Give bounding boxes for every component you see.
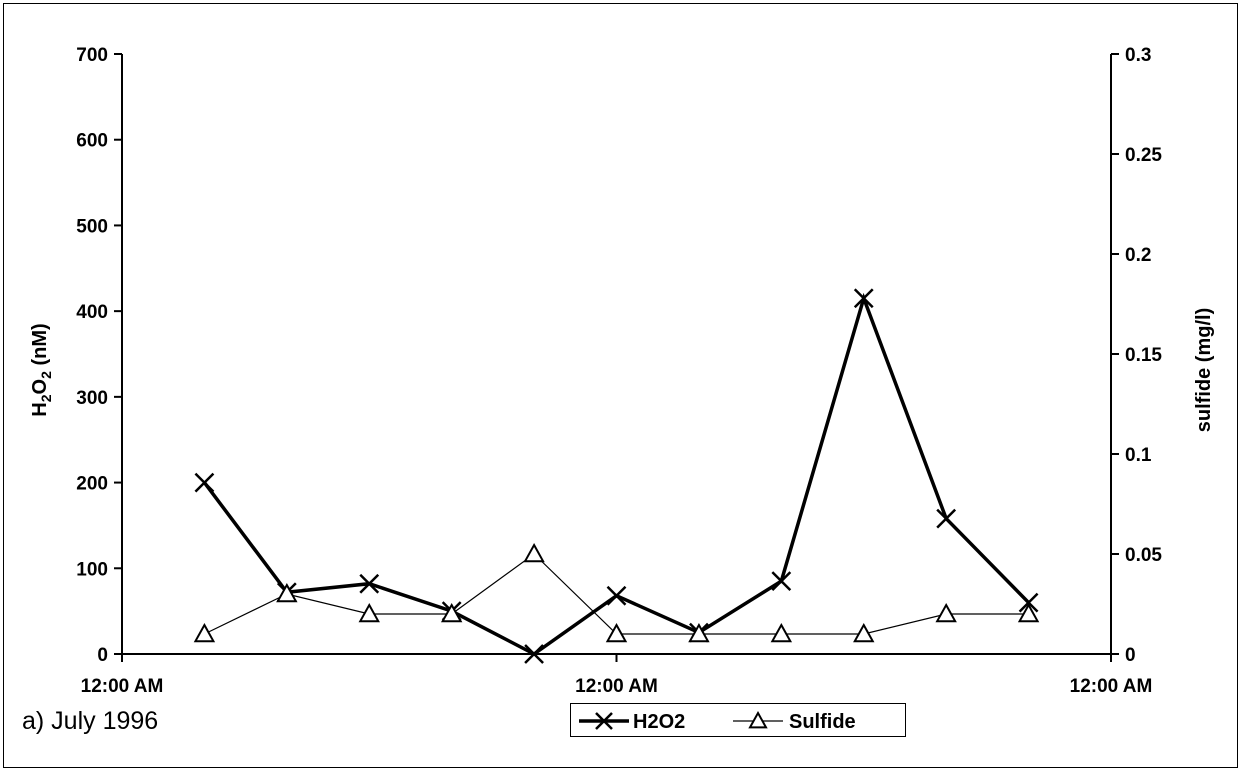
panel-label: a) July 1996 [22, 707, 159, 735]
sulfide-point [1017, 602, 1040, 623]
y-right-tick-label: 0.1 [1125, 445, 1152, 466]
y-right-tick-label: 0 [1125, 645, 1136, 666]
y-axis-left-label: H2O2 (nM) [29, 323, 54, 416]
h2o2-point [853, 288, 874, 309]
legend: H2O2 Sulfide [570, 703, 906, 737]
legend-sulfide-marker [748, 710, 768, 729]
y-left-tick-label: 200 [76, 474, 108, 495]
y-axis-right-label: sulfide (mg/l) [1193, 308, 1215, 432]
sulfide-point [605, 622, 628, 643]
x-tick-label: 12:00 AM [575, 676, 658, 697]
y-left-tick-label: 400 [76, 302, 108, 323]
sulfide-point [688, 622, 710, 643]
x-tick-label: 12:00 AM [1070, 676, 1153, 697]
y-left-tick-label: 700 [76, 45, 108, 66]
y-right-tick-label: 0.15 [1125, 345, 1162, 366]
ticks: 0 100 200 300 400 500 600 700 0 0.05 0.1 0.15 0.2 0.2… [76, 45, 1162, 697]
y-right-tick-label: 0.05 [1125, 545, 1162, 566]
sulfide-point [935, 602, 957, 623]
h2o2-point [771, 571, 792, 592]
legend-sulfide-label: Sulfide [789, 711, 856, 733]
sulfide-point [276, 582, 298, 603]
y-right-tick-label: 0.25 [1125, 145, 1162, 166]
legend-h2o2-label: H2O2 [633, 711, 685, 733]
series-h2o2 [194, 288, 1039, 664]
sulfide-point [440, 602, 463, 623]
series-sulfide [193, 542, 1040, 643]
x-tick-label: 12:00 AM [81, 676, 164, 697]
sulfide-point [770, 622, 793, 643]
y-left-tick-label: 100 [76, 559, 108, 580]
h2o2-point [524, 644, 544, 664]
sulfide-point [523, 542, 545, 563]
sulfide-point [853, 622, 875, 643]
y-left-tick-label: 0 [97, 645, 108, 666]
h2o2-point [1018, 592, 1039, 613]
h2o2-point [936, 508, 957, 529]
series-layer [193, 288, 1040, 664]
h2o2-point [359, 573, 380, 594]
axes [121, 54, 1112, 655]
h2o2-point [194, 472, 215, 493]
sulfide-point [193, 622, 216, 643]
y-left-tick-label: 600 [76, 131, 108, 152]
sulfide-point [358, 602, 380, 623]
y-left-tick-label: 300 [76, 388, 108, 409]
legend-graphic: H2O2 Sulfide [579, 710, 856, 733]
y-right-tick-label: 0.3 [1125, 45, 1151, 66]
y-left-tick-label: 500 [76, 216, 108, 237]
legend-h2o2-marker [595, 712, 613, 730]
h2o2-point [606, 585, 627, 606]
y-right-tick-label: 0.2 [1125, 245, 1151, 266]
h2o2-line [203, 292, 1030, 657]
chart-frame [3, 3, 1238, 768]
